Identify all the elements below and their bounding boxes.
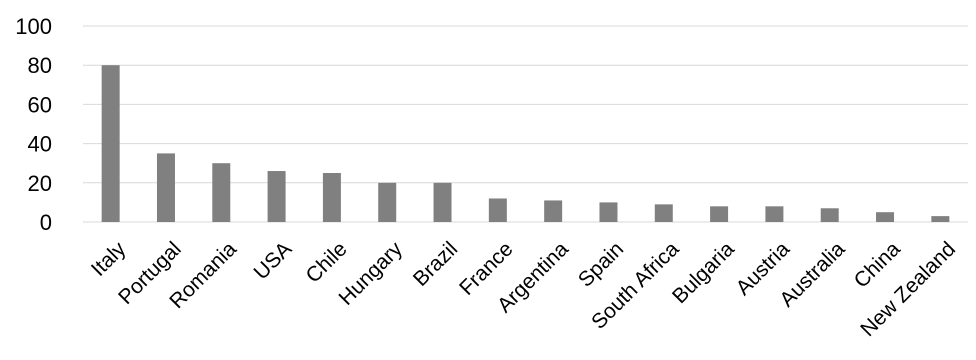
bar-italy [101, 65, 120, 222]
bar-romania [212, 163, 231, 222]
y-tick-label: 0 [40, 210, 52, 235]
y-axis: 0 20 40 60 80 100 [15, 14, 52, 235]
bar-hungary [378, 182, 397, 222]
bar-new-zealand [931, 216, 950, 222]
bar-spain [599, 202, 618, 222]
bar-china [876, 212, 895, 222]
bar-brazil [433, 182, 452, 222]
x-tick-label: Chile [302, 237, 352, 287]
bar-france [488, 198, 507, 222]
y-tick-label: 20 [28, 171, 52, 196]
x-tick-label: Italy [87, 237, 131, 281]
bar-austria [765, 206, 784, 222]
bar-chile [322, 173, 341, 222]
bar-portugal [156, 153, 175, 222]
y-tick-label: 60 [28, 92, 52, 117]
x-tick-label: Bulgaria [668, 237, 739, 308]
y-tick-label: 80 [28, 53, 52, 78]
bar-australia [820, 208, 839, 222]
x-tick-label: Brazil [409, 237, 462, 290]
bar-south-africa [654, 204, 673, 222]
x-tick-label: USA [250, 237, 297, 284]
bar-argentina [544, 200, 563, 222]
gridlines [83, 25, 968, 223]
bars [101, 65, 950, 222]
y-tick-label: 40 [28, 132, 52, 157]
y-tick-label: 100 [15, 14, 52, 39]
bar-bulgaria [710, 206, 729, 222]
bar-usa [267, 171, 286, 222]
